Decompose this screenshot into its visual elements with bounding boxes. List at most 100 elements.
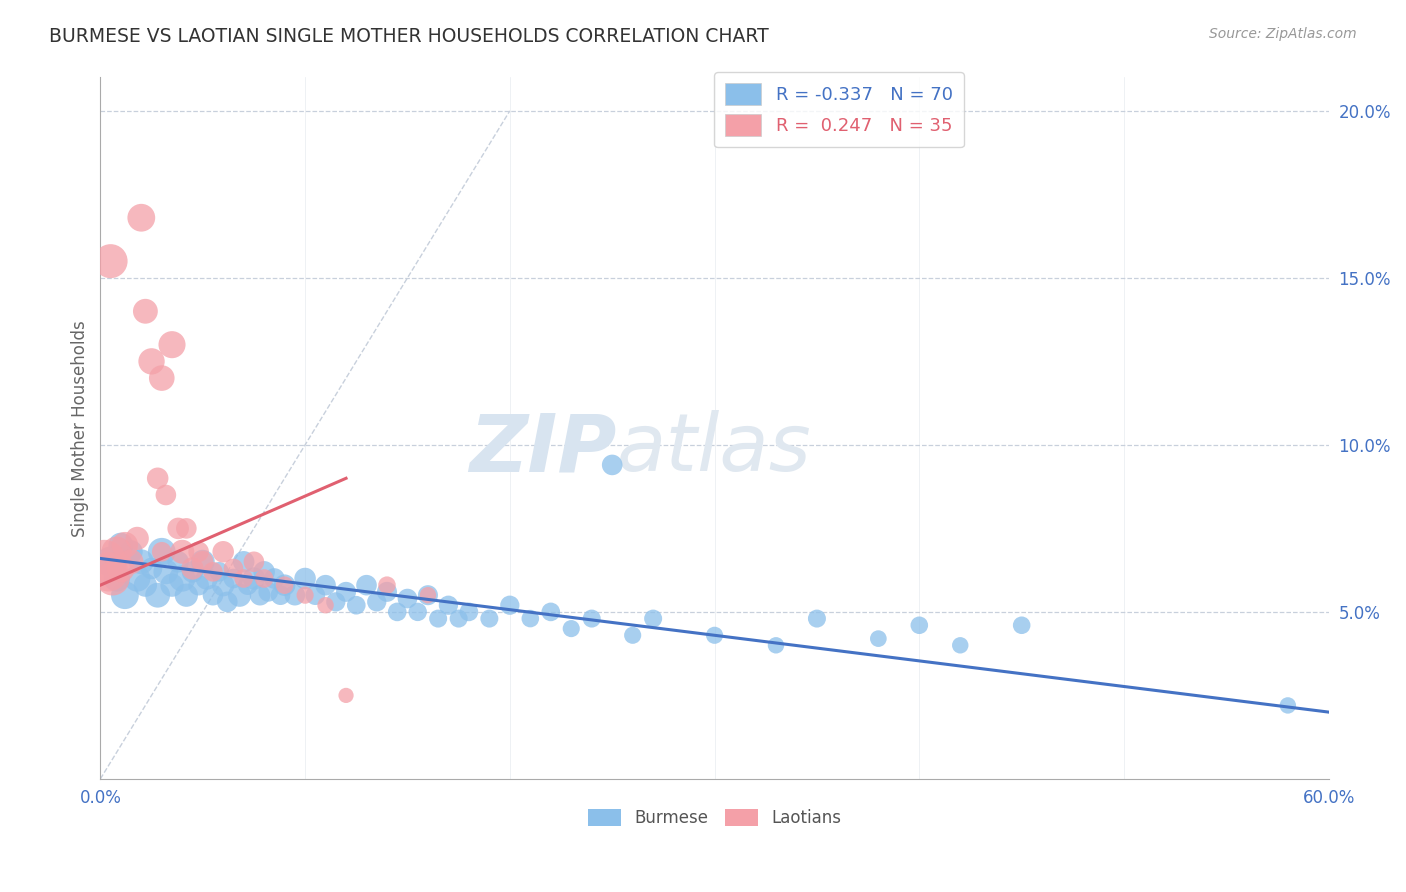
Point (427, 611, 450, 625)
Text: BURMESE VS LAOTIAN SINGLE MOTHER HOUSEHOLDS CORRELATION CHART: BURMESE VS LAOTIAN SINGLE MOTHER HOUSEHO… (49, 27, 769, 45)
Point (155, 565, 177, 579)
Legend: Burmese, Laotians: Burmese, Laotians (581, 802, 848, 834)
Point (172, 545, 194, 559)
Point (127, 532, 149, 546)
Point (176, 521, 198, 535)
Point (396, 591, 419, 606)
Text: ZIP: ZIP (470, 410, 616, 488)
Point (284, 588, 307, 602)
Point (294, 588, 316, 602)
Point (150, 371, 173, 385)
Point (387, 605, 409, 619)
Point (437, 598, 460, 612)
Point (416, 588, 439, 602)
Point (335, 585, 357, 599)
Point (150, 545, 173, 559)
Point (315, 578, 337, 592)
Point (93, 555, 115, 569)
Point (167, 555, 190, 569)
Point (253, 572, 276, 586)
Point (447, 611, 470, 625)
Y-axis label: Single Mother Households: Single Mother Households (72, 320, 89, 537)
Point (243, 572, 266, 586)
Point (146, 588, 169, 602)
Point (908, 618, 931, 632)
Point (335, 689, 357, 703)
Point (129, 555, 152, 569)
Point (120, 555, 142, 569)
Point (160, 578, 183, 592)
Point (270, 588, 292, 602)
Point (273, 578, 295, 592)
Point (217, 595, 239, 609)
Point (366, 595, 388, 609)
Point (212, 578, 235, 592)
Point (101, 572, 124, 586)
Point (600, 458, 623, 472)
Point (127, 572, 149, 586)
Point (375, 578, 398, 592)
Point (243, 555, 266, 569)
Point (249, 588, 271, 602)
Point (160, 337, 183, 351)
Point (806, 611, 828, 625)
Point (181, 565, 204, 579)
Point (201, 588, 224, 602)
Point (172, 572, 194, 586)
Point (315, 598, 337, 612)
Point (1277, 698, 1299, 713)
Point (478, 611, 501, 625)
Point (129, 211, 152, 225)
Point (344, 598, 367, 612)
Point (134, 304, 156, 318)
Point (146, 471, 169, 485)
Point (141, 354, 163, 368)
Point (100, 254, 122, 268)
Point (191, 555, 214, 569)
Point (643, 611, 665, 625)
Point (134, 578, 156, 592)
Point (176, 588, 198, 602)
Point (187, 578, 209, 592)
Point (100, 555, 122, 569)
Point (110, 561, 132, 575)
Point (765, 638, 787, 652)
Point (257, 585, 280, 599)
Point (868, 632, 890, 646)
Point (228, 588, 250, 602)
Point (105, 572, 128, 586)
Point (499, 598, 522, 612)
Point (519, 611, 541, 625)
Point (406, 605, 429, 619)
Point (208, 565, 231, 579)
Point (212, 545, 235, 559)
Point (253, 565, 276, 579)
Point (457, 605, 479, 619)
Point (150, 545, 173, 559)
Point (191, 555, 214, 569)
Point (187, 545, 209, 559)
Point (540, 605, 562, 619)
Point (949, 638, 972, 652)
Point (416, 588, 439, 602)
Point (356, 578, 378, 592)
Point (201, 565, 224, 579)
Point (97, 565, 120, 579)
Point (703, 628, 725, 642)
Point (325, 595, 347, 609)
Point (621, 628, 644, 642)
Text: Source: ZipAtlas.com: Source: ZipAtlas.com (1209, 27, 1357, 41)
Point (222, 561, 245, 575)
Point (232, 572, 254, 586)
Point (114, 538, 136, 552)
Point (294, 572, 316, 586)
Point (181, 561, 204, 575)
Point (222, 572, 245, 586)
Point (1011, 618, 1033, 632)
Point (236, 578, 259, 592)
Point (105, 545, 128, 559)
Point (114, 588, 136, 602)
Point (120, 545, 142, 559)
Point (167, 521, 190, 535)
Point (375, 585, 398, 599)
